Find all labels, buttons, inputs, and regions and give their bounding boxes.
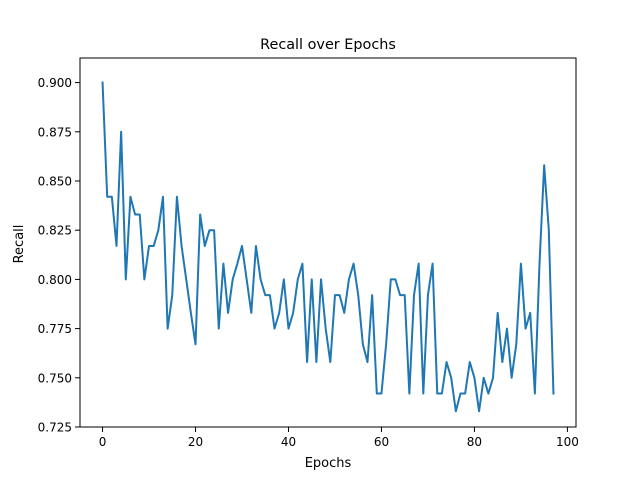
series-line-0 bbox=[101, 81, 555, 413]
x-tick-label: 80 bbox=[467, 435, 482, 449]
x-tick-label: 20 bbox=[188, 435, 203, 449]
chart-title: Recall over Epochs bbox=[260, 37, 396, 53]
y-tick-label: 0.875 bbox=[38, 125, 72, 139]
x-tick-label: 60 bbox=[374, 435, 389, 449]
y-tick-label: 0.800 bbox=[38, 273, 72, 287]
y-tick-label: 0.725 bbox=[38, 421, 72, 435]
y-tick-label: 0.900 bbox=[38, 76, 72, 90]
x-tick-label: 0 bbox=[99, 435, 107, 449]
plot-area bbox=[101, 81, 555, 413]
y-tick-label: 0.850 bbox=[38, 175, 72, 189]
y-tick-label: 0.750 bbox=[38, 371, 72, 385]
x-tick-label: 100 bbox=[556, 435, 579, 449]
axes-frame bbox=[79, 57, 577, 428]
y-axis-label: Recall bbox=[12, 225, 27, 264]
y-tick-label: 0.775 bbox=[38, 322, 72, 336]
x-tick-label: 40 bbox=[281, 435, 296, 449]
y-tick-label: 0.825 bbox=[38, 224, 72, 238]
axes: 0 20 40 60 80 100 0.725 0.750 0.775 0.800 0.825 0.8… bbox=[38, 57, 579, 449]
x-axis-label: Epochs bbox=[305, 456, 352, 471]
